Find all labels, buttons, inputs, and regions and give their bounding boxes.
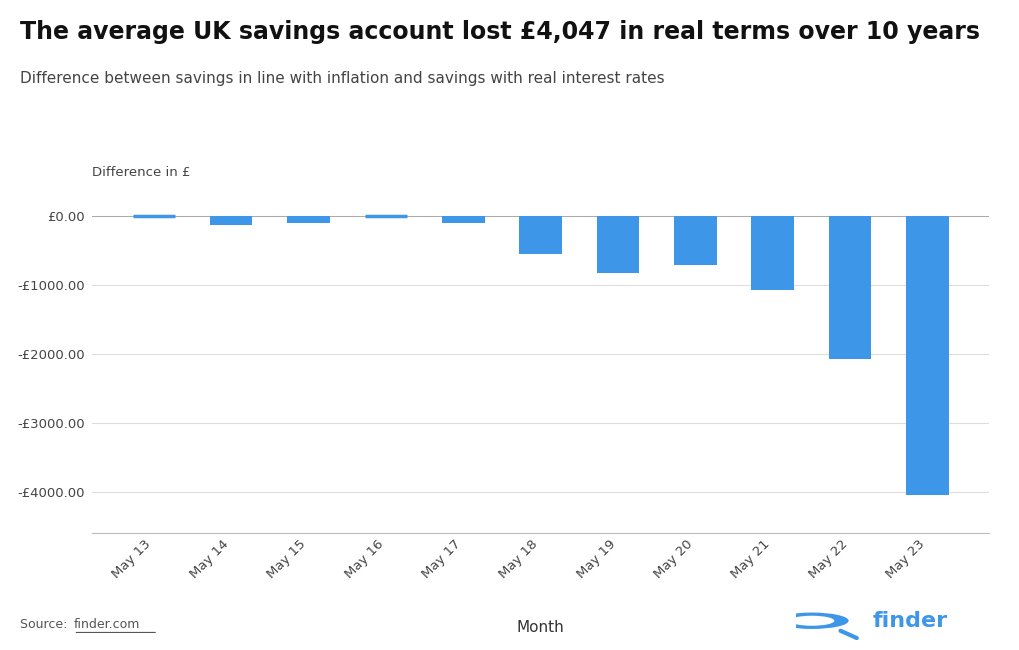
Text: Difference in £: Difference in £ <box>92 166 190 179</box>
Text: Source:: Source: <box>20 618 71 630</box>
Bar <box>441 216 484 224</box>
Bar <box>287 216 329 222</box>
Bar <box>827 216 870 359</box>
Bar <box>210 216 253 225</box>
Text: finder: finder <box>872 611 948 630</box>
Text: finder.com: finder.com <box>73 618 140 630</box>
Bar <box>674 216 716 265</box>
Bar <box>905 216 948 495</box>
Text: Difference between savings in line with inflation and savings with real interest: Difference between savings in line with … <box>20 72 664 86</box>
Bar <box>751 216 793 289</box>
Circle shape <box>789 616 834 626</box>
X-axis label: Month: Month <box>517 619 564 634</box>
Bar <box>519 216 561 254</box>
Bar <box>596 216 639 273</box>
Text: The average UK savings account lost £4,047 in real terms over 10 years: The average UK savings account lost £4,0… <box>20 20 979 44</box>
Circle shape <box>774 612 848 629</box>
